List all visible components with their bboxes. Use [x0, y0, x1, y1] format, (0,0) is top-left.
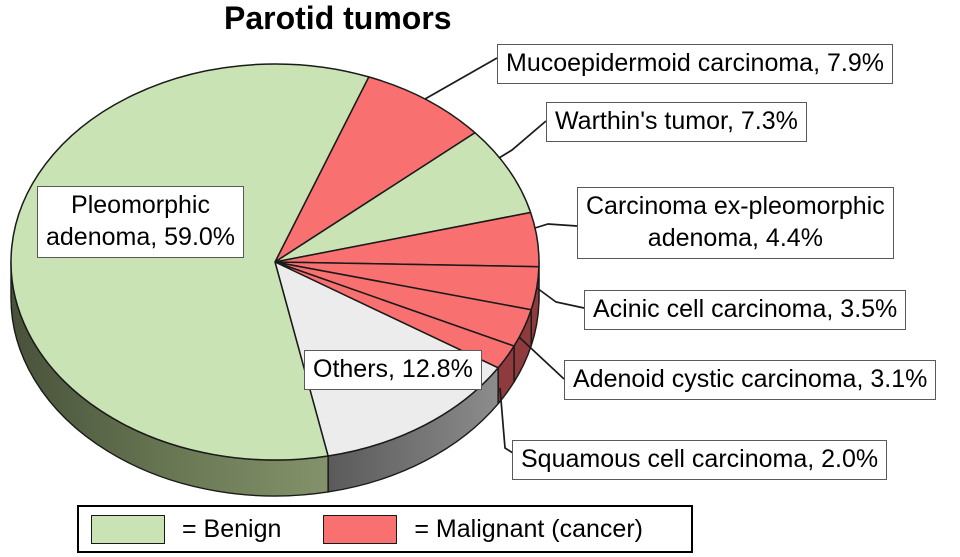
label-acinic-cell: Acinic cell carcinoma, 3.5% — [584, 290, 907, 330]
label-mucoepidermoid: Mucoepidermoid carcinoma, 7.9% — [497, 44, 893, 84]
leader-line-acinic — [536, 287, 585, 309]
leader-line-warthin — [498, 120, 547, 159]
label-adenoid-cystic: Adenoid cystic carcinoma, 3.1% — [564, 360, 937, 400]
legend-swatch-malignant — [323, 514, 398, 544]
label-warthins-tumor: Warthin's tumor, 7.3% — [546, 102, 807, 142]
pie-tops — [10, 63, 540, 461]
label-squamous-cell: Squamous cell carcinoma, 2.0% — [512, 440, 888, 480]
legend-label-benign: = Benign — [182, 514, 282, 543]
leader-line-squamous — [499, 387, 514, 454]
legend-label-malignant: = Malignant (cancer) — [414, 514, 643, 543]
pie-slice-warthin-s-tumor — [274, 131, 532, 263]
label-others: Others, 12.8% — [304, 350, 482, 390]
chart-title: Parotid tumors — [224, 0, 452, 36]
leader-line-carcinoma-ex — [534, 223, 578, 229]
leader-line-mucoepidermoid — [424, 57, 498, 100]
legend-swatch-benign — [91, 514, 165, 544]
leader-line-adenoid — [518, 336, 565, 380]
label-pleomorphic-adenoma: Pleomorphic adenoma, 59.0% — [37, 186, 245, 258]
pie-slice-mucoepidermoid-carcinoma — [274, 76, 476, 263]
legend: = Benign = Malignant (cancer) — [77, 505, 693, 553]
label-carcinoma-ex: Carcinoma ex-pleomorphic adenoma, 4.4% — [577, 187, 894, 259]
pie-slice-pleomorphic-adenoma — [10, 63, 370, 461]
leader-lines — [424, 57, 585, 454]
